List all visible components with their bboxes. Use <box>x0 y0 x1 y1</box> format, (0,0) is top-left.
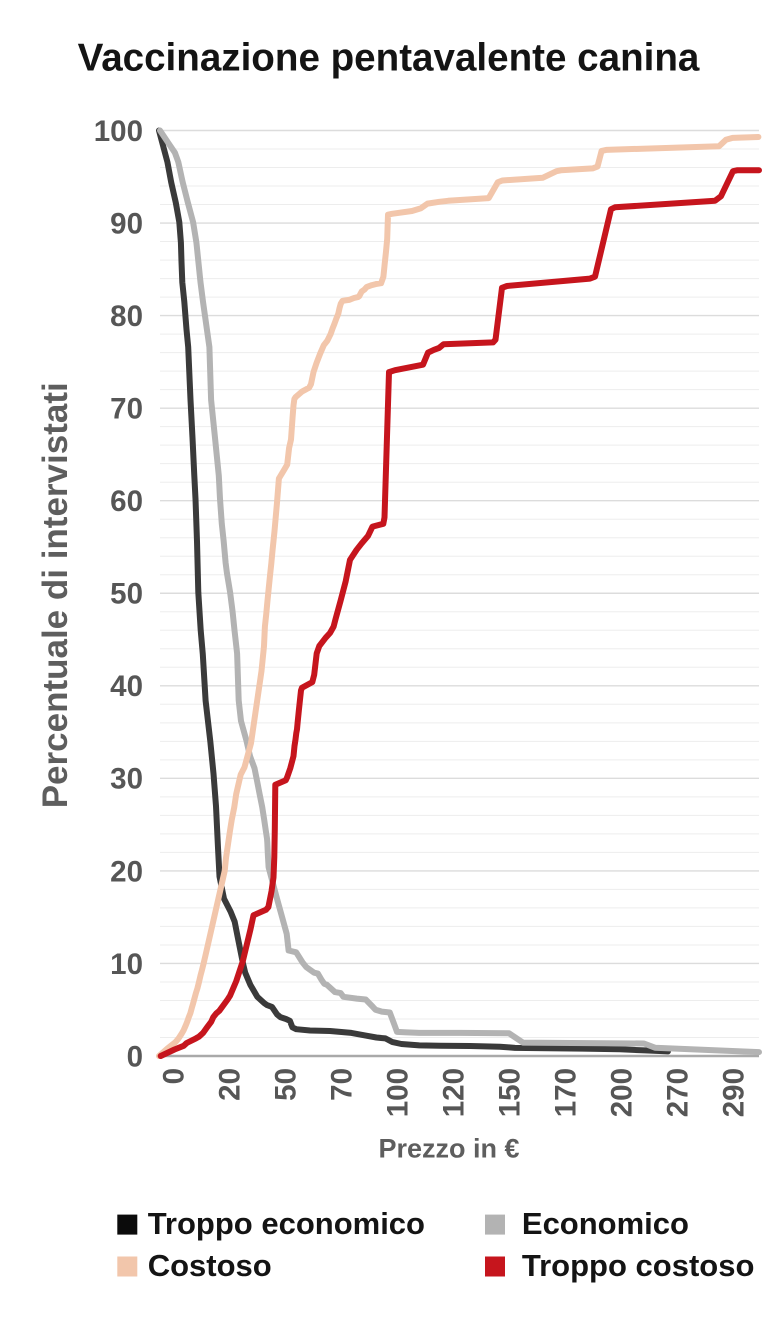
svg-text:Percentuale di intervistati: Percentuale di intervistati <box>36 382 75 808</box>
svg-text:30: 30 <box>110 763 143 796</box>
svg-text:100: 100 <box>381 1068 414 1117</box>
svg-text:50: 50 <box>110 578 143 611</box>
svg-text:0: 0 <box>127 1040 143 1073</box>
svg-text:60: 60 <box>110 485 143 518</box>
svg-text:Troppo costoso: Troppo costoso <box>522 1248 755 1283</box>
svg-text:90: 90 <box>110 207 143 240</box>
svg-text:20: 20 <box>213 1068 246 1101</box>
svg-text:80: 80 <box>110 300 143 333</box>
svg-text:120: 120 <box>437 1068 470 1117</box>
svg-text:Economico: Economico <box>522 1206 689 1241</box>
svg-text:150: 150 <box>493 1068 526 1117</box>
svg-text:100: 100 <box>94 115 143 148</box>
svg-text:Vaccinazione pentavalente cani: Vaccinazione pentavalente canina <box>78 37 700 80</box>
svg-text:20: 20 <box>110 855 143 888</box>
svg-text:270: 270 <box>661 1068 694 1117</box>
svg-text:Prezzo in €: Prezzo in € <box>378 1133 519 1163</box>
svg-text:290: 290 <box>717 1068 750 1117</box>
svg-text:Costoso: Costoso <box>148 1248 272 1283</box>
svg-text:40: 40 <box>110 670 143 703</box>
svg-text:170: 170 <box>549 1068 582 1117</box>
svg-text:200: 200 <box>605 1068 638 1117</box>
svg-text:0: 0 <box>157 1068 190 1084</box>
svg-text:Troppo economico: Troppo economico <box>148 1206 425 1241</box>
svg-text:50: 50 <box>269 1068 302 1101</box>
svg-text:10: 10 <box>110 948 143 981</box>
svg-text:70: 70 <box>110 393 143 426</box>
svg-text:70: 70 <box>325 1068 358 1101</box>
